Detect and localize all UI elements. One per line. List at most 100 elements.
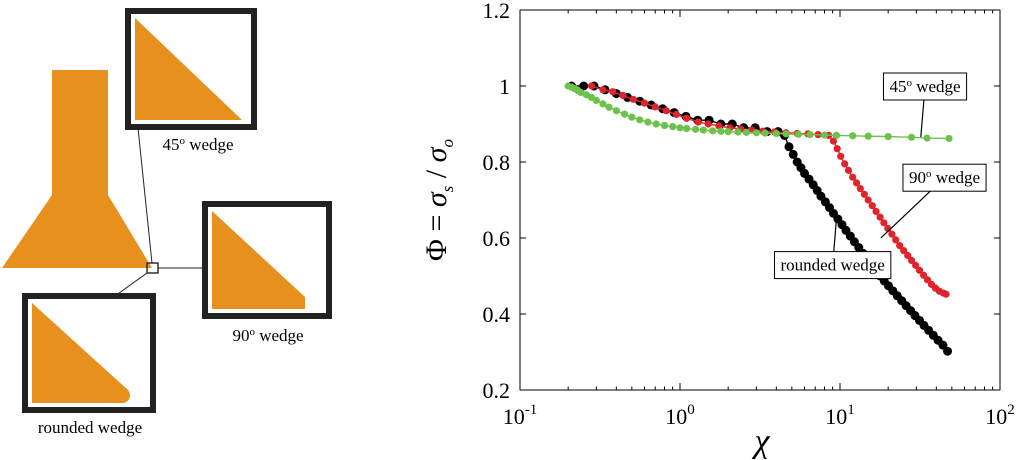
data-point	[942, 290, 950, 298]
data-point	[599, 100, 607, 108]
annotation-label: 90o wedge	[909, 168, 980, 187]
data-point	[864, 132, 872, 140]
data-point	[892, 236, 900, 244]
data-point	[900, 246, 908, 255]
data-point	[945, 134, 953, 143]
annotation-ann-rounded: rounded wedge	[774, 218, 892, 280]
data-point	[888, 230, 896, 238]
data-point	[907, 133, 916, 141]
data-point	[876, 213, 884, 221]
data-point	[841, 160, 849, 168]
inset-45-wedge: 45o wedge	[125, 8, 257, 154]
data-point	[896, 242, 904, 250]
series-wedge45	[564, 82, 953, 143]
annotation-label: rounded wedge	[781, 256, 885, 275]
annotation-box	[774, 251, 892, 280]
data-point	[856, 185, 864, 193]
wedge-rounded-shape	[32, 303, 130, 403]
data-point	[577, 88, 585, 97]
data-point	[761, 129, 769, 137]
data-point	[704, 120, 712, 128]
wedge-45-shape	[135, 18, 242, 120]
wedge-90-shape	[212, 211, 305, 309]
data-point	[612, 107, 620, 115]
data-point	[829, 137, 838, 145]
data-point	[628, 113, 636, 121]
series-rounded	[567, 81, 953, 356]
data-point	[788, 149, 798, 159]
data-point	[784, 142, 794, 152]
data-point	[691, 125, 700, 133]
data-point	[853, 179, 861, 187]
data-point	[904, 251, 912, 260]
annotation-leader-line	[880, 190, 931, 239]
data-point	[683, 114, 691, 122]
y-tick-label: 1	[499, 74, 510, 99]
schematic-panel: 45o wedge 90o wedge rounded wedge	[2, 8, 332, 437]
data-point	[636, 116, 644, 124]
annotation-leader-line	[833, 218, 838, 252]
data-point	[699, 126, 707, 134]
data-point	[752, 129, 760, 137]
data-point	[844, 166, 853, 174]
annotation-box	[902, 163, 987, 192]
data-point	[912, 261, 920, 269]
data-point	[619, 91, 627, 100]
data-point	[709, 127, 717, 135]
inset-label-90-wedge: 90o wedge	[232, 326, 303, 345]
series-wedge90	[587, 82, 950, 298]
data-point	[644, 118, 652, 126]
inset-90-wedge: 90o wedge	[202, 201, 332, 345]
series-line	[591, 85, 947, 295]
annotations: 45o wedge 90o wedge rounded wedge	[774, 72, 987, 280]
data-point	[884, 132, 892, 141]
data-point	[652, 120, 660, 128]
x-tick-label: 10-1	[503, 402, 538, 429]
data-point	[734, 128, 742, 136]
annotation-ann-45: 45o wedge	[882, 72, 968, 137]
y-tick-label: 0.6	[483, 226, 511, 251]
data-point	[683, 124, 691, 133]
inset-label-rounded-wedge: rounded wedge	[38, 418, 142, 437]
annotation-box	[882, 72, 968, 101]
x-axis-label: χ	[752, 423, 771, 460]
data-point	[694, 118, 702, 126]
y-tick-label: 1.2	[483, 0, 511, 23]
data-series	[564, 81, 953, 356]
connector-line-rounded	[114, 272, 148, 297]
data-point	[915, 266, 924, 274]
data-point	[579, 81, 589, 91]
annotation-leader-line	[920, 99, 925, 137]
data-point	[669, 123, 677, 131]
data-point	[880, 219, 888, 227]
data-point	[662, 107, 670, 115]
data-point	[860, 190, 868, 198]
data-point	[923, 134, 931, 142]
plot-frame	[519, 9, 1001, 391]
data-point	[651, 103, 659, 111]
data-point	[833, 145, 841, 153]
data-point	[782, 130, 790, 138]
data-point	[806, 131, 814, 139]
data-point	[832, 131, 841, 139]
data-point	[742, 128, 750, 136]
data-point	[672, 110, 681, 119]
data-point	[587, 82, 596, 90]
connector-line-45	[137, 127, 153, 264]
data-point	[724, 128, 732, 136]
x-tick-label: 100	[665, 402, 695, 429]
data-point	[837, 152, 845, 160]
y-tick-label: 0.2	[483, 378, 511, 403]
data-point	[943, 346, 953, 356]
data-point	[849, 132, 857, 140]
data-point	[772, 129, 780, 138]
inset-label-45-wedge: 45o wedge	[162, 135, 233, 154]
x-tick-label: 101	[825, 402, 855, 429]
data-point	[820, 131, 829, 139]
y-axis-label: Φ = σs / σo	[420, 139, 457, 261]
data-point	[864, 196, 872, 204]
data-point	[660, 121, 669, 130]
y-tick-label: 0.8	[483, 150, 511, 175]
